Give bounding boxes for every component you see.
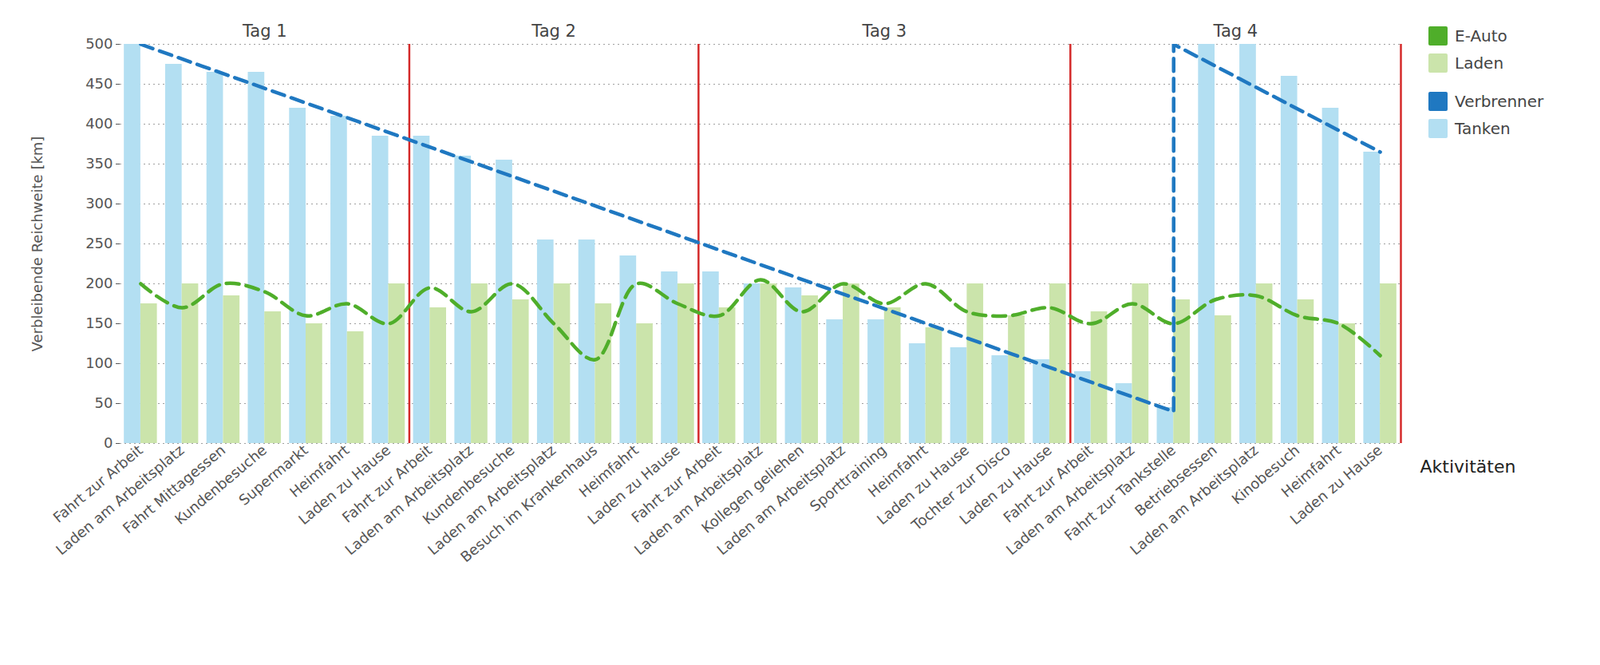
svg-text:Tochter zur Disco: Tochter zur Disco [908,441,1014,534]
svg-text:Laden am Arbeitsplatz: Laden am Arbeitsplatz [1126,441,1262,558]
html-text:E-Auto: E-Auto [1454,26,1508,46]
svg-text:200: 200 [85,274,113,292]
svg-text:50: 50 [94,394,114,411]
svg-text:Heimfahrt: Heimfahrt [1277,441,1344,501]
svg-text:Laden am Arbeitsplatz: Laden am Arbeitsplatz [424,441,559,558]
svg-text:Laden am Arbeitsplatz: Laden am Arbeitsplatz [1002,441,1138,558]
svg-text:Kundenbesuche: Kundenbesuche [419,441,518,528]
svg-text:Laden zu Hause: Laden zu Hause [1286,441,1386,528]
svg-text:Laden zu Hause: Laden zu Hause [295,441,394,528]
svg-text:Aktivitäten: Aktivitäten [1420,456,1517,477]
svg-text:Tag 3: Tag 3 [861,21,908,41]
svg-text:Heimfahrt: Heimfahrt [286,441,353,501]
svg-text:Fahrt Mittagessen: Fahrt Mittagessen [119,441,229,537]
svg-text:100: 100 [85,354,113,372]
svg-text:Supermarkt: Supermarkt [235,441,312,509]
svg-text:Kundenbesuche: Kundenbesuche [171,441,270,528]
svg-text:Laden am Arbeitsplatz: Laden am Arbeitsplatz [630,441,766,558]
svg-text:350: 350 [85,154,113,172]
svg-text:Kinobesuch: Kinobesuch [1228,441,1303,508]
svg-text:300: 300 [85,194,113,212]
svg-text:500: 500 [85,35,113,52]
svg-text:Laden zu Hause: Laden zu Hause [956,441,1055,528]
svg-text:Laden am Arbeitsplatz: Laden am Arbeitsplatz [713,441,849,558]
svg-text:0: 0 [103,434,113,451]
svg-text:Besuch im Krankenhaus: Besuch im Krankenhaus [457,441,601,565]
svg-text:Fahrt zur Arbeit: Fahrt zur Arbeit [628,441,725,526]
svg-text:Fahrt zur Arbeit: Fahrt zur Arbeit [999,441,1097,526]
svg-text:Tag 2: Tag 2 [530,21,577,41]
svg-text:Fahrt zur Arbeit: Fahrt zur Arbeit [338,441,435,526]
svg-text:Heimfahrt: Heimfahrt [575,441,642,501]
svg-text:Fahrt zur Arbeit: Fahrt zur Arbeit [49,441,146,526]
svg-text:150: 150 [85,314,113,332]
svg-text:Kollegen geliehen: Kollegen geliehen [698,441,807,537]
html-text:Verbrenner: Verbrenner [1454,91,1544,111]
svg-text:400: 400 [85,114,113,132]
svg-text:Laden am Arbeitsplatz: Laden am Arbeitsplatz [341,441,477,558]
svg-text:Tag 4: Tag 4 [1212,21,1259,41]
svg-text:Verbleibende Reichweite [km]: Verbleibende Reichweite [km] [28,136,46,352]
svg-text:250: 250 [85,234,113,252]
svg-text:Betriebsessen: Betriebsessen [1131,441,1220,520]
svg-text:Tag 1: Tag 1 [241,21,288,41]
svg-text:450: 450 [85,75,113,92]
html-text:Laden: Laden [1454,53,1504,73]
svg-text:Laden zu Hause: Laden zu Hause [584,441,683,528]
svg-text:Laden zu Hause: Laden zu Hause [873,441,973,528]
svg-text:Sporttraining: Sporttraining [806,441,890,515]
html-text:Tanken: Tanken [1454,118,1511,139]
svg-text:Heimfahrt: Heimfahrt [864,441,931,501]
svg-text:Fahrt zur Tankstelle: Fahrt zur Tankstelle [1061,441,1179,544]
svg-text:Laden am Arbeitsplatz: Laden am Arbeitsplatz [52,441,188,558]
